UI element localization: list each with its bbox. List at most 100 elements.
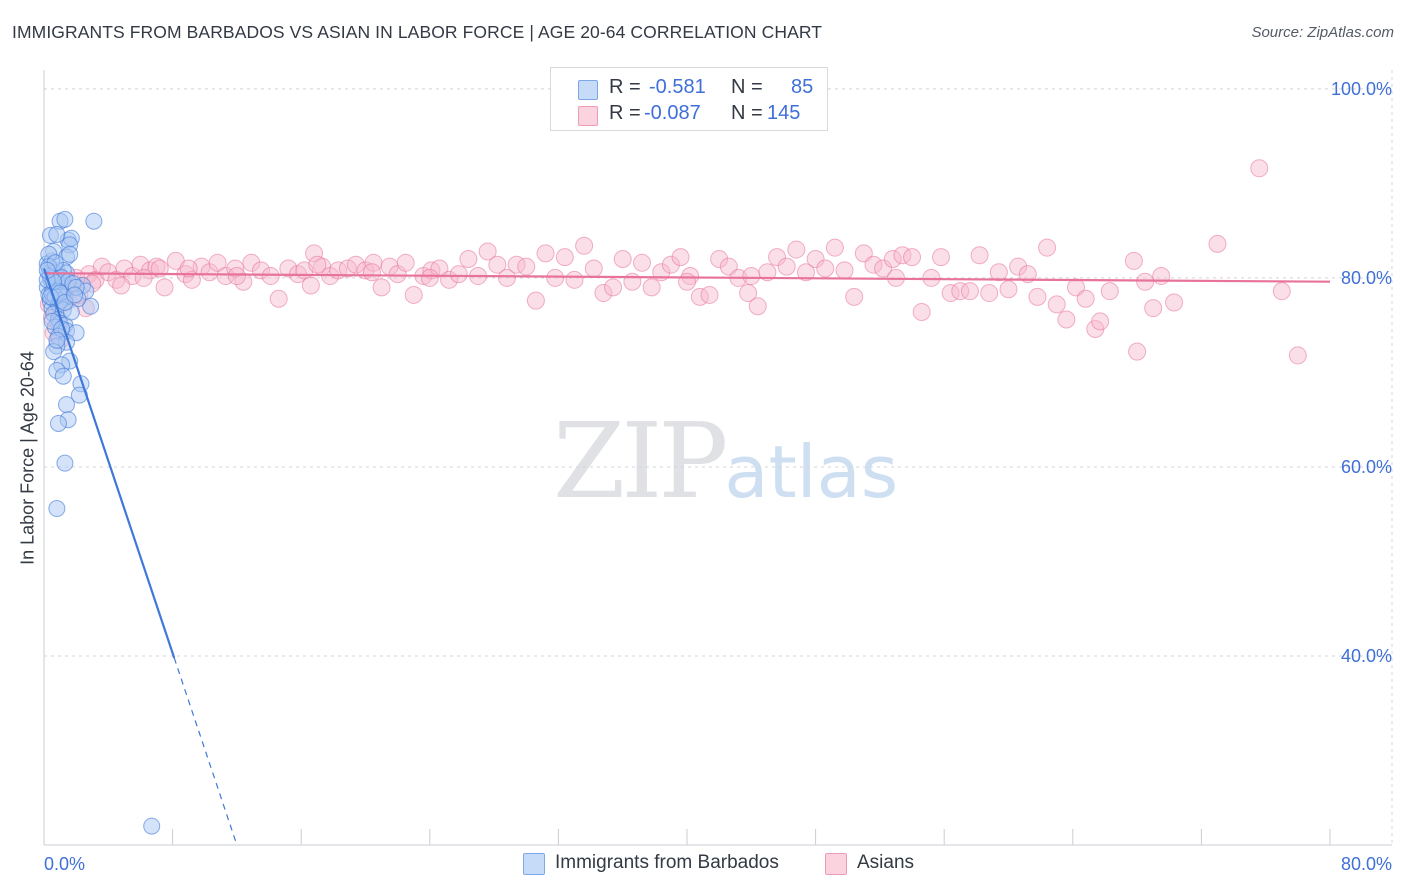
asians-point xyxy=(970,246,989,265)
asians-point xyxy=(989,263,1008,282)
asians-point xyxy=(661,255,680,274)
asians-point xyxy=(816,259,835,278)
asians-point xyxy=(134,268,153,287)
asians-point xyxy=(1047,295,1066,314)
asians-point xyxy=(147,257,166,276)
barbados-point xyxy=(54,367,72,385)
asians-point xyxy=(777,257,796,276)
watermark-atlas: atlas xyxy=(724,430,899,514)
asians-point xyxy=(227,267,246,286)
asians-point xyxy=(396,253,415,272)
asians-point xyxy=(825,238,844,257)
asians-point xyxy=(874,259,893,278)
source-label: Source: ZipAtlas.com xyxy=(1251,24,1394,41)
asians-point xyxy=(806,250,825,269)
asians-point xyxy=(999,280,1018,299)
asians-point xyxy=(864,255,883,274)
asians-point xyxy=(903,248,922,267)
legend-n-label: N = xyxy=(731,102,763,124)
legend-label-asians: Asians xyxy=(857,852,915,873)
asians-point xyxy=(346,255,365,274)
asians-point xyxy=(1028,287,1047,306)
barbados-point xyxy=(58,396,76,414)
barbados-point xyxy=(82,297,100,315)
asians-point xyxy=(980,284,999,303)
asians-point xyxy=(536,244,555,263)
asians-point xyxy=(1076,289,1095,308)
legend-r-label: R = xyxy=(609,76,641,98)
asians-point xyxy=(1100,282,1119,301)
asians-point xyxy=(951,282,970,301)
grid-lines xyxy=(44,70,1393,845)
asians-point xyxy=(584,259,603,278)
legend-item-asians: Asians xyxy=(825,852,935,876)
asians-point xyxy=(517,257,536,276)
legend-swatch-pink xyxy=(825,853,847,875)
axes xyxy=(43,70,1392,846)
barbados-point xyxy=(66,286,84,304)
asians-point xyxy=(261,267,280,286)
asians-point xyxy=(1057,310,1076,329)
legend-swatch-blue xyxy=(578,80,598,100)
asians-point xyxy=(1152,267,1171,286)
asians-point xyxy=(1208,234,1227,253)
y-tick-label: 100.0% xyxy=(1331,79,1392,99)
asians-point xyxy=(768,248,787,267)
asians-point xyxy=(575,236,594,255)
asians-point xyxy=(613,250,632,269)
chart-title: IMMIGRANTS FROM BARBADOS VS ASIAN IN LAB… xyxy=(12,22,823,42)
asians-point xyxy=(922,268,941,287)
asians-point xyxy=(308,255,327,274)
asians-point xyxy=(700,285,719,304)
x-tick-label: 80.0% xyxy=(1341,854,1392,874)
y-tick-label: 80.0% xyxy=(1341,268,1392,288)
asians-point xyxy=(796,263,815,282)
asians-point xyxy=(1288,346,1307,365)
barbados-trend-extension xyxy=(173,657,238,846)
legend-label-barbados: Immigrants from Barbados xyxy=(555,852,779,873)
legend-swatch-blue xyxy=(523,853,545,875)
barbados-point xyxy=(56,210,74,228)
legend-item-barbados: Immigrants from Barbados xyxy=(523,852,803,876)
asians-point xyxy=(623,272,642,291)
asians-point xyxy=(449,265,468,284)
asians-point xyxy=(1144,299,1163,318)
asians-point xyxy=(681,267,700,286)
asians-point xyxy=(835,261,854,280)
barbados-point xyxy=(48,331,66,349)
asians-points xyxy=(39,159,1307,365)
asians-point xyxy=(710,250,729,269)
asians-point xyxy=(678,272,696,291)
asians-point xyxy=(742,267,761,286)
asians-point xyxy=(150,259,169,278)
barbados-point xyxy=(61,245,79,263)
asians-point xyxy=(269,289,288,308)
trend-lines xyxy=(42,268,1331,846)
asians-point xyxy=(883,250,902,269)
asians-point xyxy=(1038,238,1057,257)
barbados-point xyxy=(48,500,66,518)
asians-point xyxy=(420,268,439,287)
zipatlas-watermark: ZIPatlas xyxy=(553,400,898,522)
barbados-point xyxy=(48,225,66,243)
asians-point xyxy=(1009,257,1028,276)
asians-point xyxy=(555,248,574,267)
asians-point xyxy=(1272,282,1291,301)
asians-point xyxy=(1136,272,1155,291)
asians-point xyxy=(526,291,545,310)
legend-row-barbados: R = -0.581 N = 85 xyxy=(551,76,827,102)
barbados-point xyxy=(85,212,103,230)
asians-point xyxy=(179,259,198,278)
legend-r-label: R = xyxy=(609,102,641,124)
legend-r-value: -0.087 xyxy=(644,102,701,124)
asians-point xyxy=(845,287,864,306)
correlation-legend: R = -0.581 N = 85 R = -0.087 N = 145 xyxy=(550,67,828,131)
asians-point xyxy=(748,297,767,316)
asians-point xyxy=(279,259,298,278)
asians-point xyxy=(1128,342,1147,361)
barbados-points xyxy=(38,210,161,835)
asians-point xyxy=(1091,312,1110,331)
asians-point xyxy=(226,259,245,278)
asians-point xyxy=(372,278,391,297)
asians-point xyxy=(671,248,690,267)
